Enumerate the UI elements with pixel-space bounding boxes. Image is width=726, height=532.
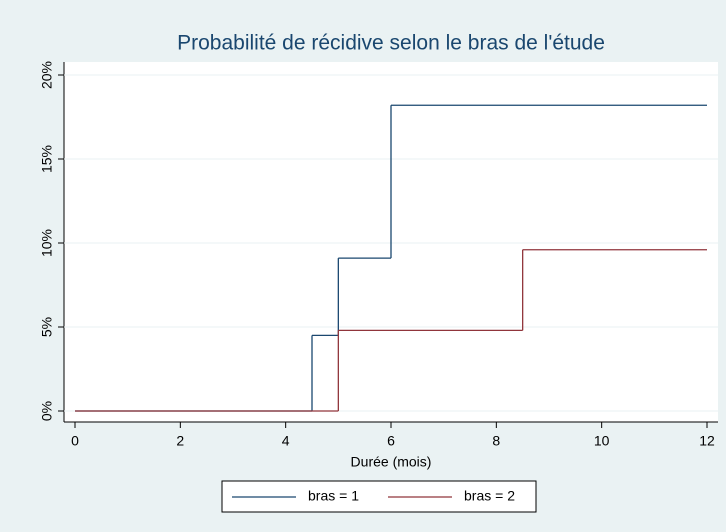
chart-title: Probabilité de récidive selon le bras de… bbox=[177, 32, 605, 55]
x-tick-label: 10 bbox=[594, 433, 610, 449]
x-tick-label: 2 bbox=[176, 433, 184, 449]
x-tick-label: 0 bbox=[71, 433, 79, 449]
x-tick-label: 8 bbox=[492, 433, 500, 449]
legend-label: bras = 2 bbox=[464, 488, 515, 504]
y-tick-label: 10% bbox=[39, 229, 55, 257]
x-axis-label: Durée (mois) bbox=[351, 454, 432, 470]
y-tick-label: 5% bbox=[39, 317, 55, 337]
y-tick-label: 20% bbox=[39, 61, 55, 89]
x-tick-label: 6 bbox=[387, 433, 395, 449]
x-tick-label: 4 bbox=[282, 433, 290, 449]
legend-label: bras = 1 bbox=[308, 488, 359, 504]
x-tick-label: 12 bbox=[699, 433, 715, 449]
y-tick-label: 0% bbox=[39, 401, 55, 421]
y-tick-label: 15% bbox=[39, 145, 55, 173]
